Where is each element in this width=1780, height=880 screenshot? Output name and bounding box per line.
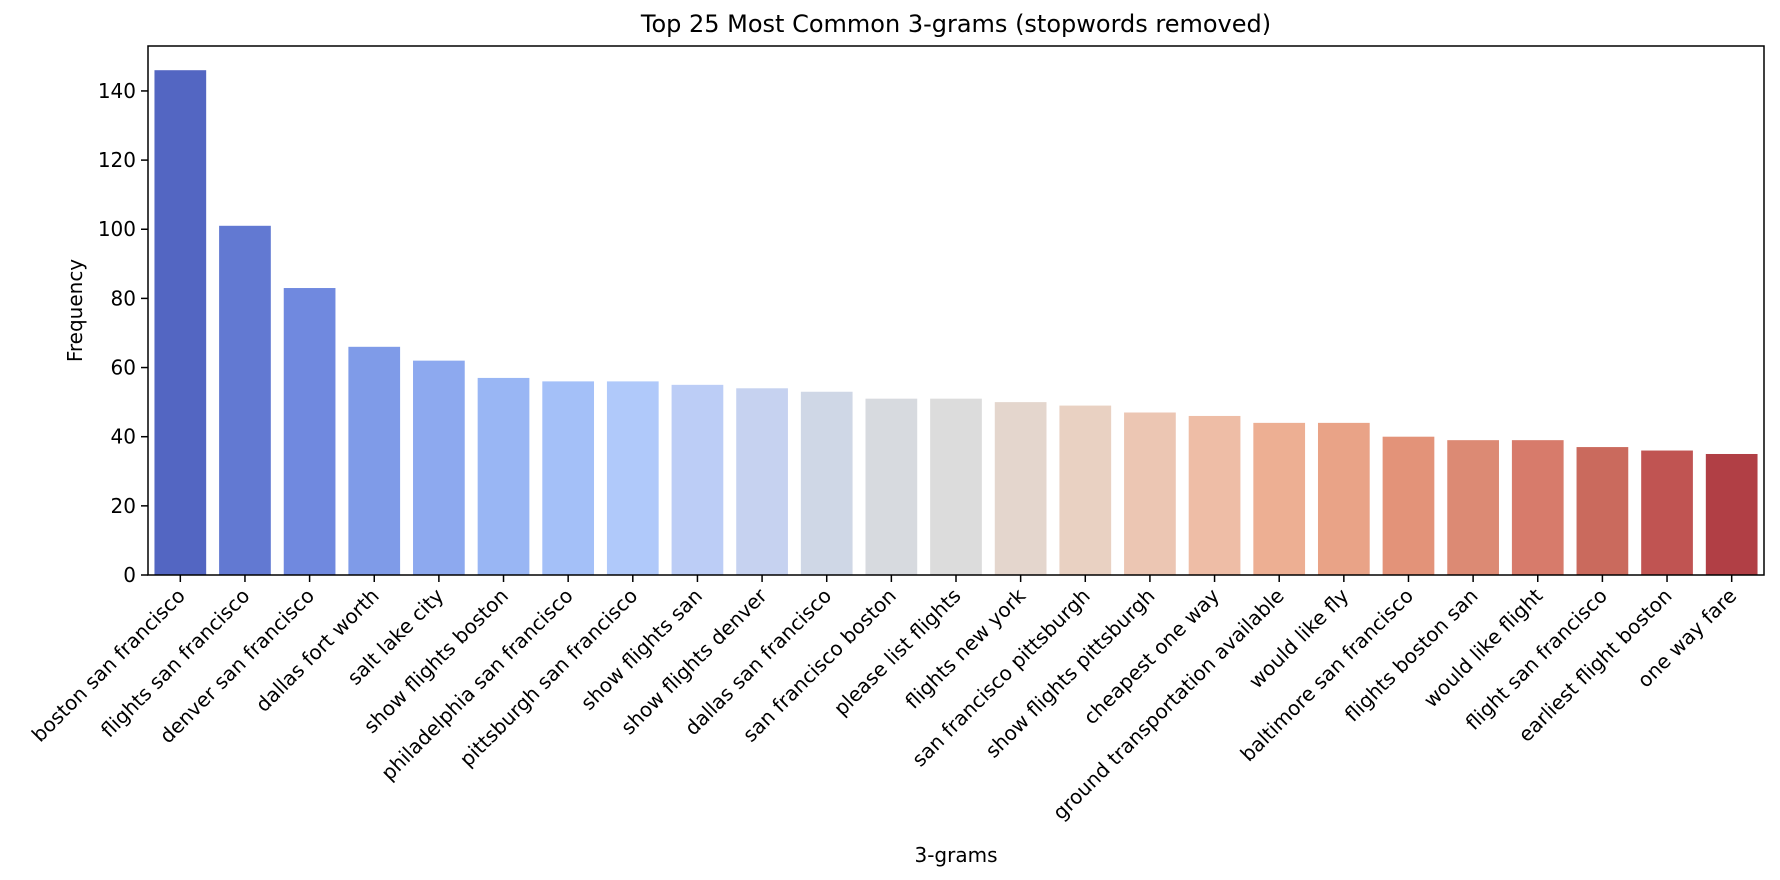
- y-tick-label: 100: [98, 217, 136, 241]
- bar: [542, 381, 595, 575]
- bar: [283, 288, 336, 575]
- bar: [671, 384, 724, 575]
- bar: [1253, 422, 1306, 575]
- bar: [413, 360, 465, 575]
- y-tick-label: 120: [98, 148, 136, 172]
- chart-title: Top 25 Most Common 3-grams (stopwords re…: [640, 10, 1271, 38]
- x-tick-label: show flights san: [576, 584, 707, 715]
- bar: [865, 398, 918, 575]
- y-tick-label: 140: [98, 79, 136, 103]
- y-tick-label: 20: [111, 494, 136, 518]
- bar: [1705, 453, 1758, 575]
- bar: [1576, 447, 1629, 575]
- x-tick-label: ground transportation available: [1048, 584, 1289, 825]
- plot-frame: [147, 45, 1765, 576]
- x-tick-label: would like flight: [1419, 583, 1548, 712]
- bar: [1124, 412, 1176, 575]
- y-axis-title: Frequency: [63, 259, 87, 362]
- bar: [1188, 415, 1241, 575]
- y-axis-ticks: 0 20 40 60 80 100 120 140: [98, 79, 148, 587]
- bar: [1511, 440, 1564, 575]
- bar: [1317, 422, 1370, 575]
- bar: [1641, 450, 1693, 575]
- bars-group: [154, 70, 1758, 576]
- bar: [736, 388, 788, 575]
- x-tick-label: flights new york: [900, 583, 1030, 713]
- bar: [930, 398, 982, 575]
- y-tick-label: 40: [111, 425, 136, 449]
- bar: [477, 377, 530, 575]
- bar: [1382, 436, 1435, 575]
- bar: [154, 70, 207, 576]
- bar: [348, 346, 401, 575]
- bar: [1447, 440, 1499, 575]
- bar: [800, 391, 853, 575]
- bar: [219, 225, 271, 576]
- x-axis-title: 3-grams: [914, 843, 997, 867]
- bar: [606, 381, 659, 575]
- y-tick-label: 80: [111, 286, 136, 310]
- y-tick-label: 0: [123, 563, 136, 587]
- bar: [1059, 405, 1112, 575]
- bar: [994, 402, 1047, 575]
- y-tick-label: 60: [111, 356, 136, 380]
